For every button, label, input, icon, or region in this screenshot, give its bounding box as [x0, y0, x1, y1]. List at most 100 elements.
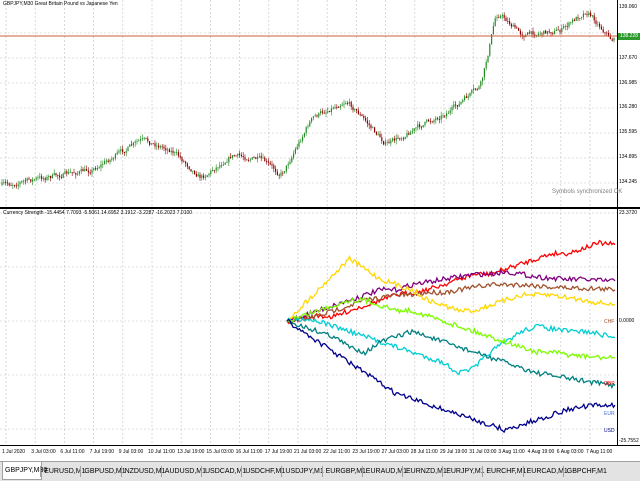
- candle-body: [390, 140, 392, 144]
- candle-body: [491, 34, 493, 45]
- tab-eurnzd-m1[interactable]: EURNZD,M1: [406, 468, 447, 475]
- candle-body: [51, 174, 53, 179]
- candle-body: [595, 20, 597, 24]
- tab-gbpchf-m1[interactable]: GBPCHF,M1: [566, 468, 607, 475]
- tab-euraud-m1[interactable]: EURAUD,M1: [365, 468, 408, 475]
- tab-usdjpy-m1[interactable]: USDJPY,M1: [285, 468, 324, 475]
- tab-eurusd-m1[interactable]: EURUSD,M1: [44, 468, 86, 475]
- candle-body: [10, 185, 12, 186]
- pane-splitter[interactable]: [0, 207, 640, 209]
- time-axis-label: 3 Aug 11:00: [498, 449, 525, 455]
- indicator-scale-separator: [617, 209, 618, 445]
- candle-body: [474, 88, 476, 90]
- indicator-pane[interactable]: Currency Strength -15.4454 7.7093 -5.506…: [0, 209, 640, 445]
- candle-body: [15, 185, 17, 187]
- candle-body: [221, 165, 223, 166]
- currency-strength-chart[interactable]: [0, 209, 640, 445]
- time-axis-label: 7 Aug 11:00: [586, 449, 613, 455]
- time-axis-label: 6 Aug 03:00: [556, 449, 584, 455]
- candle-body: [80, 169, 82, 172]
- currency-label-gbp: GBP: [604, 381, 615, 387]
- candle-body: [66, 171, 68, 174]
- candle-body: [253, 157, 255, 159]
- tab-eurchf-m1[interactable]: EURCHF,M1: [486, 468, 527, 475]
- candle-body: [609, 36, 611, 40]
- candle-body: [467, 96, 469, 98]
- candle-body: [492, 26, 494, 35]
- candle-body: [233, 155, 235, 156]
- candle-body: [194, 170, 196, 174]
- candle-body: [591, 15, 593, 17]
- candle-body: [39, 176, 41, 178]
- candle-body: [348, 101, 350, 104]
- candle-body: [14, 185, 16, 186]
- tab-usdcad-m1[interactable]: USDCAD,M1: [205, 468, 247, 475]
- price-chart-header: GBPJPY,M30 Great Britain Pound vs Japane…: [3, 1, 118, 7]
- tab-usdchf-m1[interactable]: USDCHF,M1: [245, 468, 286, 475]
- candle-body: [197, 174, 199, 177]
- price-scale-label: 136.985: [619, 80, 638, 86]
- candle-body: [608, 32, 610, 37]
- candle-body: [548, 31, 550, 33]
- tab-gbpusd-m1[interactable]: GBPUSD,M1: [84, 468, 126, 475]
- candle-body: [188, 166, 190, 170]
- strength-line-800080: [286, 268, 616, 322]
- indicator-scale-label: -25.7552: [619, 438, 639, 444]
- tab-gbpjpy-m30[interactable]: GBPJPY,M30: [2, 462, 47, 480]
- candle-body: [35, 177, 37, 180]
- candle-body: [473, 88, 475, 91]
- price-scale-label: 134.245: [619, 179, 638, 185]
- tab-separator: [522, 466, 524, 477]
- candle-body: [572, 19, 574, 23]
- candle-body: [140, 138, 142, 141]
- candle-body: [46, 177, 48, 180]
- candle-body: [208, 173, 210, 176]
- candle-body: [557, 29, 559, 31]
- candle-body: [455, 104, 457, 106]
- candle-body: [23, 180, 25, 182]
- tab-nzdusd-m1[interactable]: NZDUSD,M1: [124, 468, 166, 475]
- tab-eurcad-m1[interactable]: EURCAD,M1: [526, 468, 568, 475]
- price-chart[interactable]: [0, 0, 640, 207]
- tab-eurgbp-m1[interactable]: EURGBP,M1: [325, 468, 366, 475]
- tab-audusd-m1[interactable]: AUDUSD,M1: [164, 468, 207, 475]
- candle-body: [329, 110, 331, 112]
- candle-body: [235, 155, 237, 157]
- candle-body: [17, 184, 19, 186]
- candle-body: [570, 22, 572, 23]
- candle-body: [248, 160, 250, 162]
- candle-body: [332, 108, 334, 110]
- candle-body: [147, 138, 149, 142]
- candle-body: [604, 32, 606, 34]
- tab-separator: [120, 466, 122, 477]
- candle-body: [510, 24, 512, 27]
- candle-body: [170, 150, 172, 153]
- candle-body: [183, 161, 185, 162]
- candle-body: [289, 161, 291, 165]
- candle-body: [408, 133, 410, 135]
- tab-eurjpy-m1[interactable]: EURJPY,M1: [446, 468, 485, 475]
- candle-body: [564, 26, 566, 27]
- candle-body: [62, 173, 64, 178]
- candle-body: [307, 126, 309, 128]
- price-scale-label: 134.895: [619, 154, 638, 160]
- time-axis-label: 13 Jul 19:00: [177, 449, 205, 455]
- candle-body: [190, 169, 192, 172]
- price-chart-pane[interactable]: GBPJPY,M30 Great Britain Pound vs Japane…: [0, 0, 640, 207]
- candle-body: [559, 30, 561, 33]
- strength-line-a0522d: [286, 281, 616, 324]
- candle-body: [284, 171, 286, 173]
- candle-body: [611, 39, 613, 41]
- candle-body: [383, 141, 385, 145]
- candle-body: [125, 151, 127, 153]
- candle-body: [78, 171, 80, 174]
- tab-separator: [160, 466, 162, 477]
- candle-body: [314, 115, 316, 117]
- candle-body: [316, 115, 318, 117]
- candle-body: [181, 157, 183, 162]
- candle-body: [100, 164, 102, 168]
- candle-body: [602, 29, 604, 33]
- candle-body: [600, 26, 602, 30]
- candle-body: [305, 127, 307, 134]
- currency-label-chf: CHF: [604, 319, 615, 325]
